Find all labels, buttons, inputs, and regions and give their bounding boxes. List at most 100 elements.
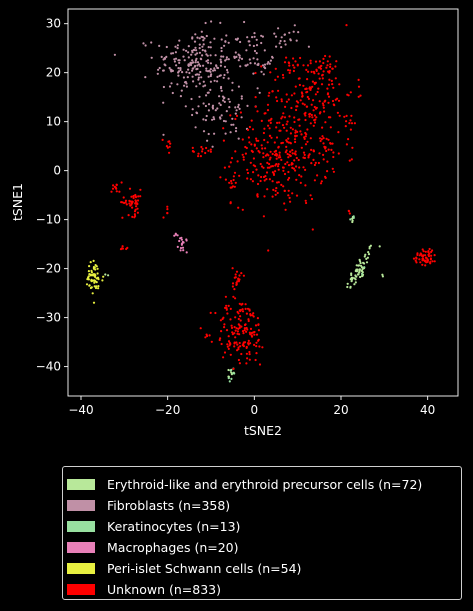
data-point (233, 288, 236, 291)
data-point (314, 60, 318, 63)
data-point (312, 150, 315, 153)
data-point (330, 148, 333, 151)
data-point (261, 147, 264, 150)
data-point (93, 266, 96, 269)
data-point (332, 170, 335, 173)
data-point (287, 137, 290, 140)
data-point (264, 147, 267, 150)
data-point (357, 78, 360, 81)
data-point (326, 93, 329, 96)
data-point (209, 148, 212, 151)
data-point (197, 105, 200, 108)
data-point (121, 245, 124, 248)
data-point (348, 159, 351, 162)
data-point (317, 72, 320, 75)
data-point (266, 161, 269, 164)
data-point (245, 352, 248, 355)
data-point (271, 180, 274, 183)
data-point (89, 261, 92, 264)
data-point (431, 249, 434, 252)
data-point (280, 142, 283, 145)
data-point (249, 342, 252, 345)
series-0-points (104, 215, 384, 378)
data-point (246, 104, 249, 107)
data-point (213, 69, 217, 72)
data-point (235, 283, 238, 286)
data-point (218, 338, 221, 342)
data-point (192, 150, 195, 153)
data-point (177, 70, 180, 73)
data-point (237, 137, 240, 140)
data-point (196, 73, 199, 76)
data-point (313, 82, 316, 85)
data-point (348, 212, 351, 215)
data-point (244, 307, 247, 310)
data-point (281, 115, 284, 118)
data-point (252, 57, 255, 60)
data-point (235, 114, 239, 117)
data-point (289, 132, 292, 135)
data-point (228, 100, 231, 103)
data-point (184, 105, 187, 108)
data-point (278, 151, 281, 154)
data-point (306, 140, 309, 143)
data-point (310, 148, 313, 151)
data-point (309, 137, 312, 140)
data-point (418, 254, 421, 257)
data-point (240, 95, 243, 98)
data-point (263, 49, 266, 52)
data-point (255, 52, 258, 55)
data-point (326, 64, 329, 67)
data-point (357, 85, 361, 88)
data-point (253, 333, 256, 336)
data-point (157, 68, 160, 71)
data-point (287, 164, 291, 167)
data-point (293, 159, 296, 162)
data-point (231, 285, 234, 288)
data-point (248, 125, 251, 129)
data-point (304, 199, 307, 202)
data-point (268, 162, 271, 166)
data-point (218, 102, 221, 105)
data-point (88, 284, 91, 287)
data-point (133, 216, 136, 219)
data-point (200, 145, 203, 149)
data-point (168, 151, 171, 154)
data-point (318, 100, 321, 103)
data-point (198, 43, 201, 46)
data-point (322, 104, 325, 107)
data-point (421, 263, 424, 266)
data-point (318, 77, 321, 80)
data-point (222, 139, 225, 142)
data-point (250, 119, 253, 122)
data-point (318, 66, 321, 69)
data-point (322, 137, 325, 140)
data-point (191, 49, 194, 52)
data-point (318, 112, 321, 115)
data-point (295, 100, 298, 103)
data-point (242, 274, 245, 277)
data-point (193, 65, 196, 68)
data-point (337, 131, 340, 134)
data-point (240, 325, 243, 328)
data-point (367, 253, 371, 256)
data-point (363, 255, 366, 258)
data-point (163, 57, 167, 60)
data-point (283, 202, 286, 205)
data-point (201, 45, 204, 48)
data-point (283, 116, 287, 119)
data-point (349, 91, 352, 94)
data-point (209, 54, 212, 57)
data-point (224, 40, 227, 43)
data-point (247, 319, 250, 323)
data-point (225, 56, 228, 59)
data-point (327, 70, 330, 73)
data-point (235, 327, 238, 330)
data-point (351, 146, 354, 149)
data-point (228, 106, 231, 109)
data-point (237, 85, 240, 88)
data-point (324, 54, 327, 58)
data-point (241, 153, 244, 156)
data-point (176, 44, 179, 47)
data-point (314, 93, 317, 96)
